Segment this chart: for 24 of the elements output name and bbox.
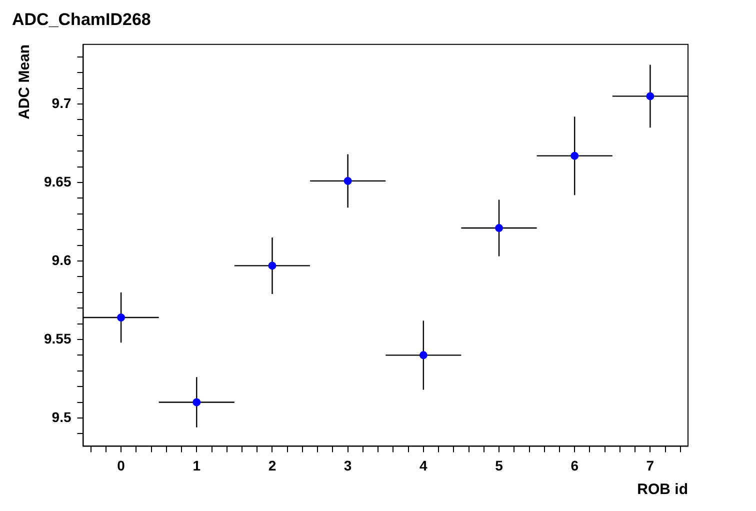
point [192,398,201,406]
point [495,224,504,232]
y-axis-title: ADC Mean [16,44,34,120]
point [268,262,276,270]
x-tick-label: 0 [117,457,126,474]
point [419,351,428,360]
y-tick-label: 9.7 [52,94,72,111]
x-tick-label: 4 [420,457,428,474]
x-axis-title: ROB id [637,481,688,498]
point [344,176,352,185]
x-tick-label: 2 [268,457,276,474]
y-tick-label: 9.6 [52,252,72,268]
y-tick-label: 9.5 [52,408,72,425]
x-tick-label: 3 [344,457,352,474]
chart-title: ADC_ChamID268 [12,10,151,29]
x-tick-label: 6 [570,457,579,474]
x-tick-label: 7 [646,457,654,474]
point [570,152,579,160]
x-tick-label: 1 [192,457,201,474]
point [646,92,654,100]
x-tick-label: 5 [495,457,504,474]
y-tick-label: 9.55 [44,330,72,346]
point [117,314,126,322]
y-tick-label: 9.65 [44,173,72,190]
